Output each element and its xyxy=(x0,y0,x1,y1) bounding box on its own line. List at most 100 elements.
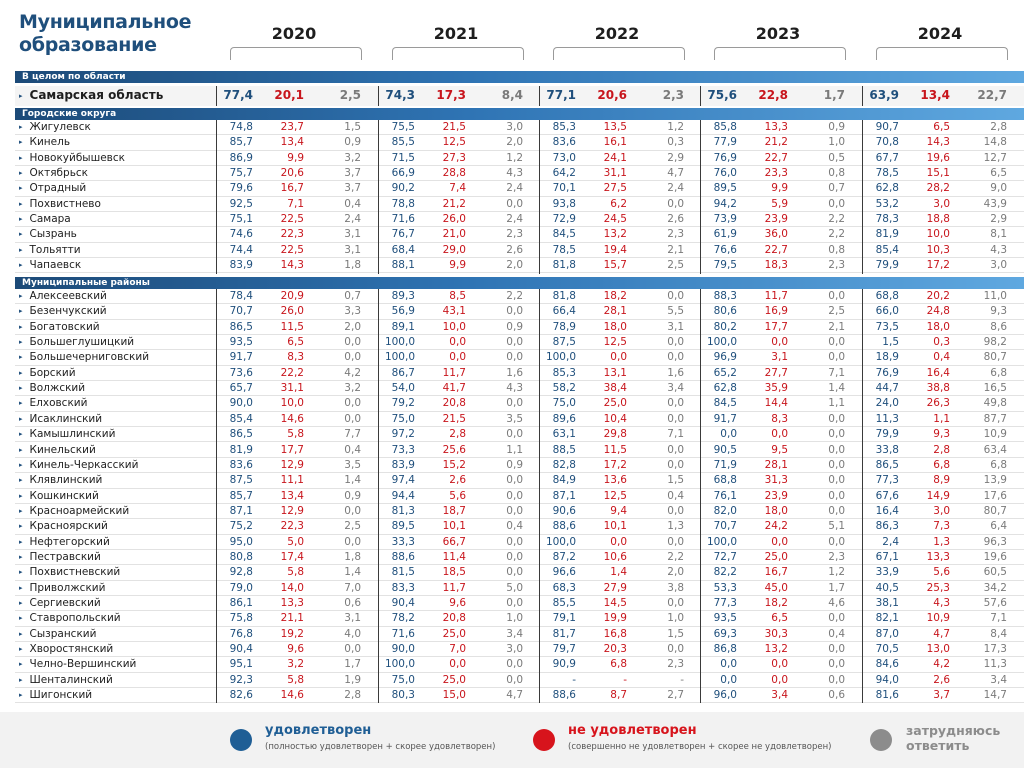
value-cell: 3,0 xyxy=(933,504,950,517)
row-bullet-icon: ▸ xyxy=(19,92,23,100)
value-cell: 87,1 xyxy=(229,504,253,517)
value-cell: 22,5 xyxy=(280,213,304,226)
row-name: Самара xyxy=(29,213,71,226)
value-cell: - xyxy=(572,673,576,686)
table-row: ▸ Кинельский 81,9 17,7 0,4 73,3 25,6 1,1 88,5 11,… xyxy=(15,443,1024,458)
value-cell: 21,2 xyxy=(764,136,788,149)
legend: удовлетворен (полностью удовлетворен + с… xyxy=(0,712,1024,768)
value-cell: 2,0 xyxy=(344,320,361,333)
row-bullet-icon: ▸ xyxy=(19,338,23,347)
row-label: ▸ Сызрань xyxy=(19,227,77,243)
row-bullet-icon: ▸ xyxy=(19,384,23,393)
row-bullet-icon: ▸ xyxy=(19,261,23,270)
value-cell: 53,3 xyxy=(713,581,737,594)
row-bullet-icon: ▸ xyxy=(19,184,23,193)
value-cell: 9,9 xyxy=(449,259,466,272)
row-label: ▸ Тольятти xyxy=(19,243,81,259)
row-name: Кошкинский xyxy=(29,489,99,502)
value-cell: 77,4 xyxy=(223,88,253,102)
row-bullet-icon: ▸ xyxy=(19,322,23,331)
hard-legend-dot xyxy=(870,729,892,751)
row-name: Чапаевск xyxy=(29,259,82,272)
column-separator xyxy=(700,120,701,274)
value-cell: 89,3 xyxy=(391,290,415,302)
value-cell: 2,4 xyxy=(506,182,523,195)
value-cell: 66,0 xyxy=(875,305,899,318)
value-cell: 21,2 xyxy=(442,197,466,210)
table-row: ▸ Елховский 90,0 10,0 0,0 79,2 20,8 0,0 75,0 25,0… xyxy=(15,396,1024,412)
row-label: ▸ Исаклинский xyxy=(19,412,102,428)
value-cell: 0,0 xyxy=(828,336,845,349)
table-row: ▸ Кошкинский 85,7 13,4 0,9 94,4 5,6 0,0 87,1 12,5… xyxy=(15,489,1024,504)
value-cell: 3,8 xyxy=(667,581,684,594)
value-cell: 9,4 xyxy=(610,504,627,517)
value-cell: 70,1 xyxy=(552,182,576,195)
value-cell: 87,5 xyxy=(229,474,253,487)
value-cell: 0,7 xyxy=(344,290,361,302)
value-cell: 90,4 xyxy=(229,643,253,656)
value-cell: 2,6 xyxy=(933,673,950,686)
row-bullet-icon: ▸ xyxy=(19,153,23,162)
value-cell: 73,5 xyxy=(875,320,899,333)
row-label: ▸ Ставропольский xyxy=(19,611,121,627)
value-cell: 70,7 xyxy=(229,305,253,318)
value-cell: 76,9 xyxy=(713,151,737,164)
value-cell: 21,5 xyxy=(442,412,466,425)
value-cell: 29,0 xyxy=(442,243,466,256)
row-bullet-icon: ▸ xyxy=(19,476,23,485)
value-cell: 38,1 xyxy=(875,597,899,609)
row-bullet-icon: ▸ xyxy=(19,292,23,300)
table-row: ▸ Самара 75,1 22,5 2,4 71,6 26,0 2,4 72,9 24,5 2,6… xyxy=(15,212,1024,228)
value-cell: 9,3 xyxy=(933,428,950,441)
value-cell: 2,2 xyxy=(667,550,684,563)
value-cell: 62,8 xyxy=(713,382,737,395)
row-bullet-icon: ▸ xyxy=(19,522,23,531)
value-cell: 11,0 xyxy=(983,290,1007,302)
value-cell: 1,9 xyxy=(344,673,361,686)
value-cell: 2,0 xyxy=(667,566,684,579)
value-cell: 3,4 xyxy=(990,673,1007,686)
value-cell: 86,1 xyxy=(229,597,253,609)
value-cell: 67,7 xyxy=(875,151,899,164)
unsatisfied-legend-note: (совершенно не удовлетворен + скорее не … xyxy=(568,742,832,752)
value-cell: 0,0 xyxy=(828,351,845,364)
value-cell: 58,2 xyxy=(552,382,576,395)
value-cell: 4,2 xyxy=(933,658,950,671)
value-cell: 2,6 xyxy=(667,213,684,226)
value-cell: 14,6 xyxy=(280,412,304,425)
value-cell: 1,1 xyxy=(828,397,845,410)
row-label: ▸ Отрадный xyxy=(19,181,86,197)
value-cell: 0,0 xyxy=(828,412,845,425)
row-name: Безенчукский xyxy=(29,305,107,318)
value-cell: 76,0 xyxy=(713,167,737,180)
value-cell: 2,6 xyxy=(506,243,523,256)
value-cell: 100,0 xyxy=(384,351,415,364)
value-cell: 8,6 xyxy=(990,320,1007,333)
value-cell: 85,5 xyxy=(552,597,576,609)
row-name: Нефтегорский xyxy=(29,535,110,548)
value-cell: 100,0 xyxy=(545,535,576,548)
row-label: ▸ Борский xyxy=(19,366,76,382)
value-cell: 85,5 xyxy=(391,136,415,149)
table-row: ▸ Шигонский 82,6 14,6 2,8 80,3 15,0 4,7 88,6 8,7 2… xyxy=(15,688,1024,704)
value-cell: 40,5 xyxy=(875,581,899,594)
value-cell: 76,8 xyxy=(229,627,253,640)
value-cell: 86,5 xyxy=(229,320,253,333)
row-label: ▸ Новокуйбышевск xyxy=(19,151,125,167)
value-cell: 11,3 xyxy=(875,412,899,425)
value-cell: 75,0 xyxy=(391,412,415,425)
row-name: Похвистневский xyxy=(29,566,121,579)
value-cell: 26,0 xyxy=(280,305,304,318)
value-cell: 71,5 xyxy=(391,151,415,164)
value-cell: 16,8 xyxy=(603,627,627,640)
row-label: ▸ Шигонский xyxy=(19,688,92,704)
row-label: ▸ Самара xyxy=(19,212,71,228)
value-cell: 81,9 xyxy=(875,228,899,241)
value-cell: 0,0 xyxy=(506,197,523,210)
value-cell: 81,8 xyxy=(552,259,576,272)
value-cell: 4,3 xyxy=(506,167,523,180)
value-cell: 2,2 xyxy=(828,228,845,241)
value-cell: 24,0 xyxy=(875,397,899,410)
satisfied-legend-label: удовлетворен xyxy=(265,723,372,738)
value-cell: 73,0 xyxy=(552,151,576,164)
